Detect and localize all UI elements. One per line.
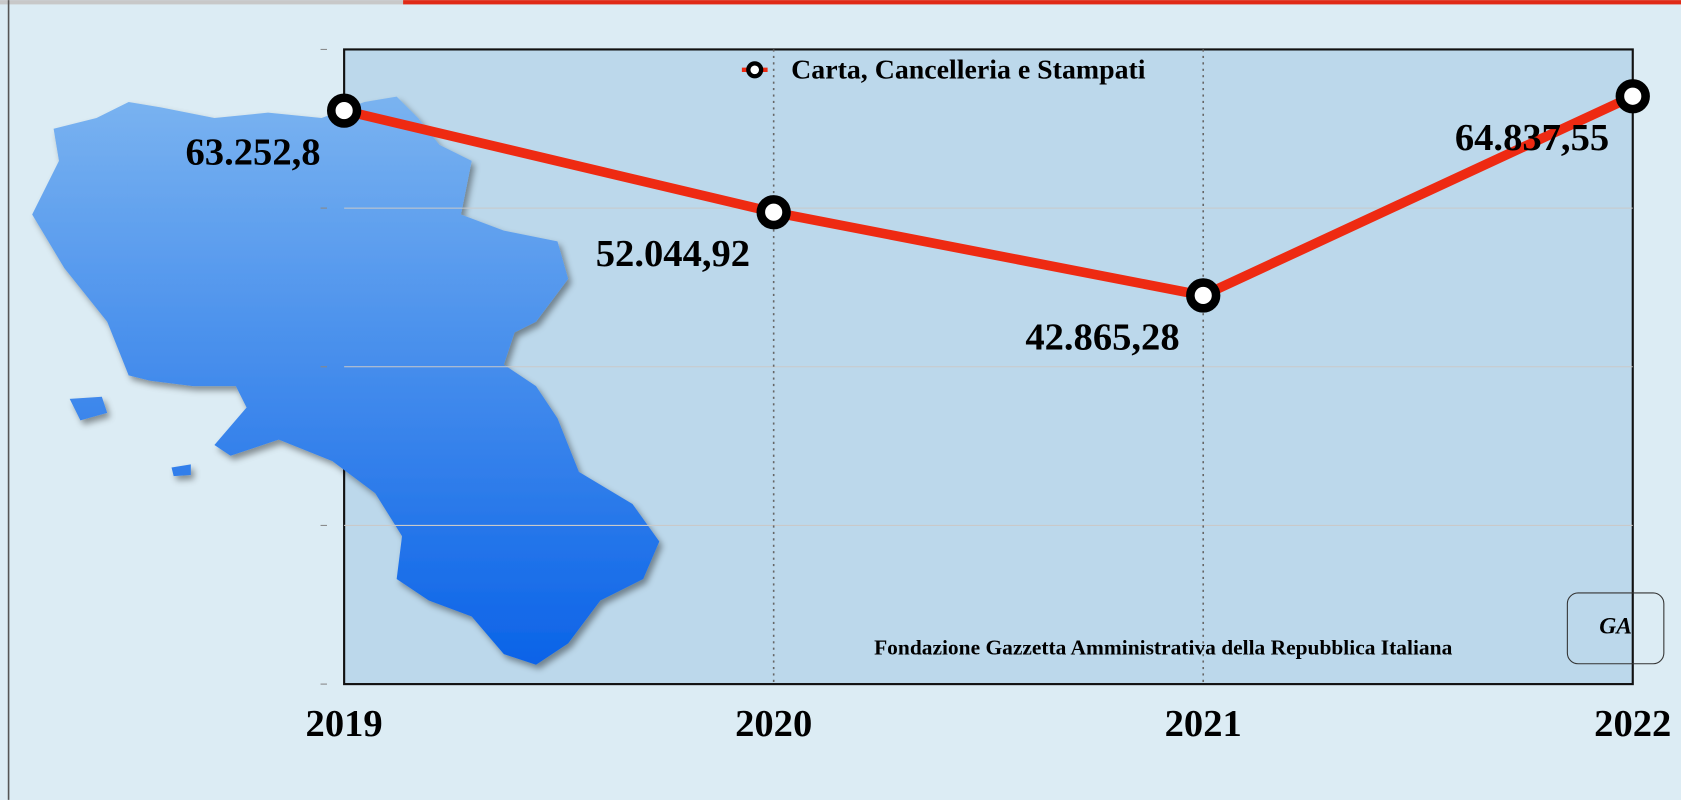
point (1615, 79, 1650, 114)
value-label: 63.252,8 (186, 131, 321, 173)
series-line (343, 91, 1635, 301)
x-tick-label: 2021 (1165, 703, 1242, 745)
legend-marker (746, 61, 764, 79)
value-label: 42.865,28 (1025, 316, 1179, 358)
value-label: 64.837,55 (1455, 117, 1609, 159)
logo-frame (1566, 592, 1665, 665)
x-tick-label: 2022 (1594, 703, 1671, 745)
top-bar (403, 0, 1681, 5)
logo: GA (1599, 614, 1632, 640)
legend-label: Carta, Cancelleria e Stampati (791, 54, 1146, 85)
top-tab (0, 0, 404, 5)
x-tick-label: 2020 (735, 703, 812, 745)
x-tick-label: 2019 (306, 703, 383, 745)
point (756, 195, 791, 230)
point (1186, 278, 1221, 313)
value-label: 52.044,92 (596, 233, 750, 275)
point (326, 93, 362, 128)
map (32, 96, 660, 665)
footer: Fondazione Gazzetta Amministrativa della… (874, 636, 1452, 660)
